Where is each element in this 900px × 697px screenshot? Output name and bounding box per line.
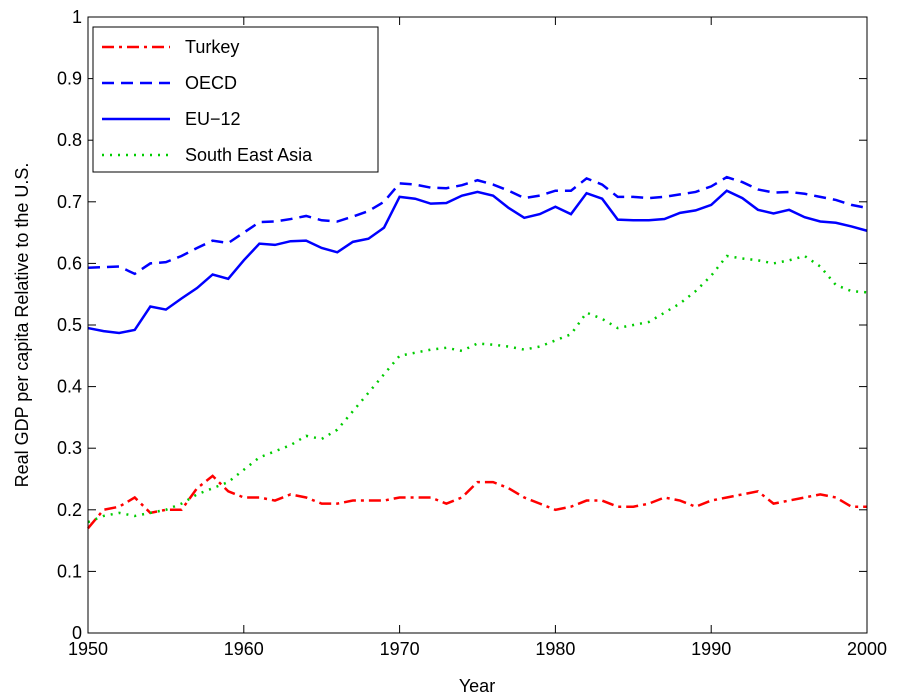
y-tick-label: 0.1 <box>57 561 82 581</box>
x-axis-label: Year <box>459 676 495 696</box>
y-tick-label: 0.6 <box>57 253 82 273</box>
y-tick-label: 0.5 <box>57 315 82 335</box>
y-tick-label: 0.9 <box>57 69 82 89</box>
y-tick-label: 0.8 <box>57 130 82 150</box>
y-tick-label: 1 <box>72 7 82 27</box>
plot-frame <box>87 16 868 634</box>
y-tick-label: 0.4 <box>57 377 82 397</box>
x-tick-label: 1950 <box>68 639 108 659</box>
legend-box <box>92 26 379 173</box>
series-line <box>87 175 868 276</box>
x-tick-label: 1990 <box>691 639 731 659</box>
y-tick-label: 0.3 <box>57 438 82 458</box>
x-tick-label: 2000 <box>847 639 887 659</box>
legend-label: OECD <box>185 73 237 93</box>
legend-label: EU−12 <box>185 109 241 129</box>
y-tick-label: 0 <box>72 623 82 643</box>
legend-label: Turkey <box>185 37 239 57</box>
x-tick-label: 1970 <box>380 639 420 659</box>
y-tick-label: 0.7 <box>57 192 82 212</box>
legend-label: South East Asia <box>185 145 313 165</box>
y-tick-label: 0.2 <box>57 500 82 520</box>
series-line <box>87 189 868 335</box>
x-tick-label: 1960 <box>224 639 264 659</box>
y-axis-label: Real GDP per capita Relative to the U.S. <box>12 163 32 488</box>
series-line <box>87 474 867 530</box>
x-tick-label: 1980 <box>535 639 575 659</box>
series-line <box>87 254 868 524</box>
